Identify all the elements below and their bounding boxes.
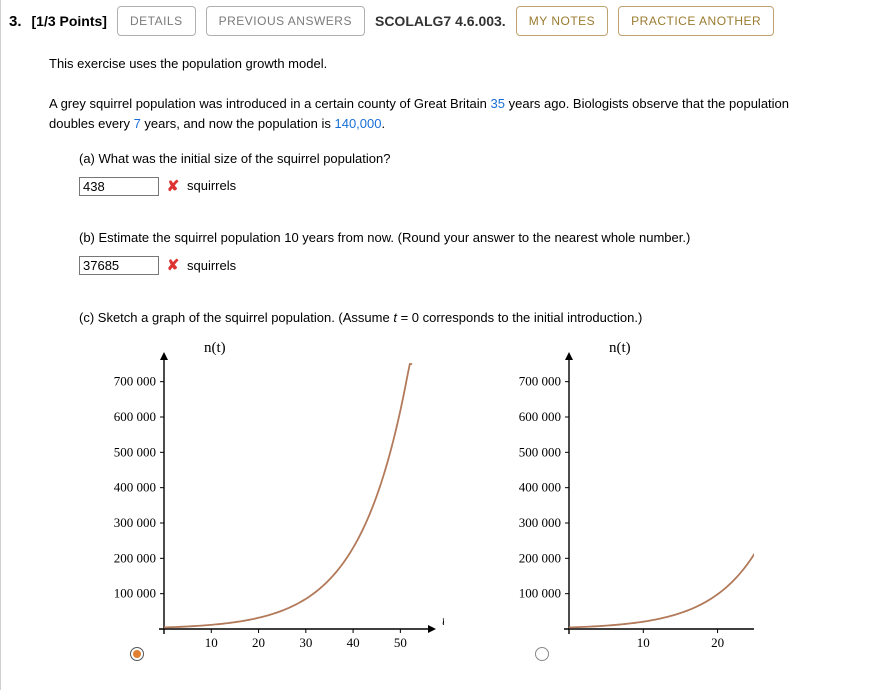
svg-text:400 000: 400 000 <box>114 479 156 494</box>
svg-text:30: 30 <box>299 635 312 650</box>
wrong-icon: ✘ <box>165 175 181 198</box>
reference-code: SCOLALG7 4.6.003. <box>375 13 506 29</box>
svg-text:500 000: 500 000 <box>519 444 561 459</box>
svg-text:n(t): n(t) <box>204 340 226 356</box>
points-label: [1/3 Points] <box>32 13 107 29</box>
graph-option-2[interactable]: n(t) 100 000 200 000 300 000 400 000 500 000 6… <box>454 334 754 670</box>
svg-text:200 000: 200 000 <box>114 550 156 565</box>
svg-text:n(t): n(t) <box>609 340 631 356</box>
part-b-prompt: (b) Estimate the squirrel population 10 … <box>79 228 830 248</box>
svg-text:40: 40 <box>347 635 360 650</box>
svg-text:600 000: 600 000 <box>519 409 561 424</box>
part-a-prompt: (a) What was the initial size of the squ… <box>79 149 830 169</box>
wrong-icon: ✘ <box>165 254 181 277</box>
svg-text:100 000: 100 000 <box>519 585 561 600</box>
svg-text:t: t <box>442 614 444 629</box>
svg-text:100 000: 100 000 <box>114 585 156 600</box>
previous-answers-button[interactable]: PREVIOUS ANSWERS <box>206 6 365 36</box>
radio-selected-icon[interactable] <box>129 646 145 662</box>
graph-option-1[interactable]: n(t) 100 000 200 000 300 000 400 000 500 000 6… <box>49 334 444 670</box>
svg-text:50: 50 <box>394 635 407 650</box>
svg-text:300 000: 300 000 <box>114 515 156 530</box>
svg-text:400 000: 400 000 <box>519 479 561 494</box>
part-c-prompt: (c) Sketch a graph of the squirrel popul… <box>79 308 830 328</box>
chart-svg-1: n(t) 100 000 200 000 300 000 400 000 500 000 6… <box>49 334 444 664</box>
svg-text:300 000: 300 000 <box>519 515 561 530</box>
svg-text:700 000: 700 000 <box>114 373 156 388</box>
svg-text:700 000: 700 000 <box>519 373 561 388</box>
svg-text:10: 10 <box>205 635 218 650</box>
chart-svg-2: n(t) 100 000 200 000 300 000 400 000 500 000 6… <box>454 334 754 664</box>
svg-text:500 000: 500 000 <box>114 444 156 459</box>
question-header: 3. [1/3 Points] DETAILS PREVIOUS ANSWERS… <box>1 0 870 46</box>
my-notes-button[interactable]: MY NOTES <box>516 6 608 36</box>
radio-unselected-icon[interactable] <box>534 646 550 662</box>
part-b-unit: squirrels <box>187 256 236 276</box>
part-b-input[interactable] <box>79 256 159 275</box>
svg-text:200 000: 200 000 <box>519 550 561 565</box>
svg-text:600 000: 600 000 <box>114 409 156 424</box>
svg-text:20: 20 <box>711 635 724 650</box>
svg-text:20: 20 <box>252 635 265 650</box>
practice-another-button[interactable]: PRACTICE ANOTHER <box>618 6 774 36</box>
intro-line1: This exercise uses the population growth… <box>49 54 830 74</box>
intro-line2: A grey squirrel population was introduce… <box>49 94 830 134</box>
details-button[interactable]: DETAILS <box>117 6 196 36</box>
part-a-input[interactable] <box>79 177 159 196</box>
svg-text:10: 10 <box>637 635 650 650</box>
question-number: 3. <box>9 13 22 30</box>
part-a-unit: squirrels <box>187 176 236 196</box>
